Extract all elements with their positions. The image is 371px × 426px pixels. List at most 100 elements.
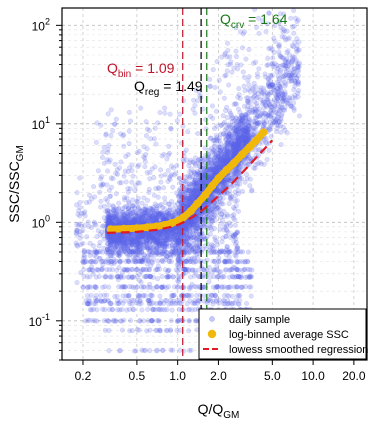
daily-sample-point	[154, 142, 159, 147]
daily-sample-point	[75, 222, 80, 227]
daily-sample-point	[223, 250, 228, 255]
daily-sample-point	[135, 164, 140, 169]
daily-sample-point	[94, 275, 99, 280]
daily-sample-point	[178, 259, 183, 264]
daily-sample-point	[215, 59, 220, 64]
daily-sample-point	[168, 177, 173, 182]
daily-sample-point	[93, 250, 98, 255]
daily-sample-point	[204, 127, 209, 132]
daily-sample-point	[202, 184, 207, 189]
daily-sample-point	[155, 206, 160, 211]
daily-sample-point	[281, 96, 286, 101]
daily-sample-point	[287, 36, 292, 41]
daily-sample-point	[138, 209, 143, 214]
daily-sample-point	[276, 74, 281, 79]
daily-sample-point	[225, 41, 230, 46]
daily-sample-point	[268, 46, 273, 51]
daily-sample-point	[247, 134, 252, 139]
daily-sample-point	[167, 268, 172, 273]
daily-sample-point	[195, 98, 200, 103]
daily-sample-point	[264, 141, 269, 146]
daily-sample-point	[218, 250, 223, 255]
daily-sample-point	[286, 49, 291, 54]
daily-sample-point	[285, 29, 290, 34]
daily-sample-point	[167, 259, 172, 264]
daily-sample-point	[250, 188, 255, 193]
daily-sample-point	[222, 96, 227, 101]
daily-sample-point	[214, 109, 219, 114]
daily-sample-point	[107, 203, 112, 208]
daily-sample-point	[237, 86, 242, 91]
daily-sample-point	[175, 238, 180, 243]
daily-sample-point	[238, 259, 243, 264]
daily-sample-point	[204, 117, 209, 122]
daily-sample-point	[175, 274, 180, 279]
daily-sample-point	[211, 147, 216, 152]
daily-sample-point	[244, 57, 249, 62]
daily-sample-point	[185, 129, 190, 134]
daily-sample-point	[238, 250, 243, 255]
daily-sample-point	[123, 217, 128, 222]
daily-sample-point	[204, 214, 209, 219]
daily-sample-point	[228, 223, 233, 228]
daily-sample-point	[109, 108, 114, 113]
daily-sample-point	[175, 119, 180, 124]
daily-sample-point	[94, 223, 99, 228]
daily-sample-point	[160, 274, 165, 279]
daily-sample-point	[257, 67, 262, 72]
daily-sample-point	[126, 233, 131, 238]
daily-sample-point	[108, 158, 113, 163]
daily-sample-point	[241, 70, 246, 75]
daily-sample-point	[75, 228, 80, 233]
daily-sample-point	[143, 274, 148, 279]
daily-sample-point	[88, 241, 93, 246]
daily-sample-point	[285, 131, 290, 136]
daily-sample-point	[246, 87, 251, 92]
daily-sample-point	[156, 195, 161, 200]
daily-sample-point	[246, 129, 251, 134]
daily-sample-point	[158, 110, 163, 115]
daily-sample-point	[107, 188, 112, 193]
daily-sample-point	[75, 190, 80, 195]
daily-sample-point	[118, 260, 123, 265]
daily-sample-point	[195, 184, 200, 189]
daily-sample-point	[123, 249, 128, 254]
daily-sample-point	[122, 133, 127, 138]
daily-sample-point	[194, 259, 199, 264]
daily-sample-point	[147, 259, 152, 264]
daily-sample-point	[257, 31, 262, 36]
daily-sample-point	[247, 83, 252, 88]
daily-sample-point	[82, 223, 87, 228]
daily-sample-point	[225, 69, 230, 74]
daily-sample-point	[229, 129, 234, 134]
daily-sample-point	[247, 100, 252, 105]
daily-sample-point	[122, 205, 127, 210]
daily-sample-point	[227, 201, 232, 206]
daily-sample-point	[89, 259, 94, 264]
daily-sample-point	[167, 208, 172, 213]
daily-sample-point	[217, 159, 222, 164]
daily-sample-point	[215, 243, 220, 248]
daily-sample-point	[107, 143, 112, 148]
daily-sample-point	[297, 114, 302, 119]
daily-sample-point	[230, 70, 235, 75]
daily-sample-point	[133, 184, 138, 189]
daily-sample-point	[249, 275, 254, 280]
daily-sample-point	[122, 241, 127, 246]
daily-sample-point	[235, 67, 240, 72]
daily-sample-point	[97, 190, 102, 195]
daily-sample-point	[271, 56, 276, 61]
daily-sample-point	[283, 82, 288, 87]
daily-sample-point	[189, 197, 194, 202]
daily-sample-point	[255, 72, 260, 77]
daily-sample-point	[239, 117, 244, 122]
daily-sample-point	[274, 110, 279, 115]
daily-sample-point	[227, 109, 232, 114]
daily-sample-point	[246, 162, 251, 167]
daily-sample-point	[121, 144, 126, 149]
daily-sample-point	[231, 234, 236, 239]
daily-sample-point	[165, 157, 170, 162]
daily-sample-point	[189, 167, 194, 172]
daily-sample-point	[140, 215, 145, 220]
daily-sample-point	[148, 177, 153, 182]
